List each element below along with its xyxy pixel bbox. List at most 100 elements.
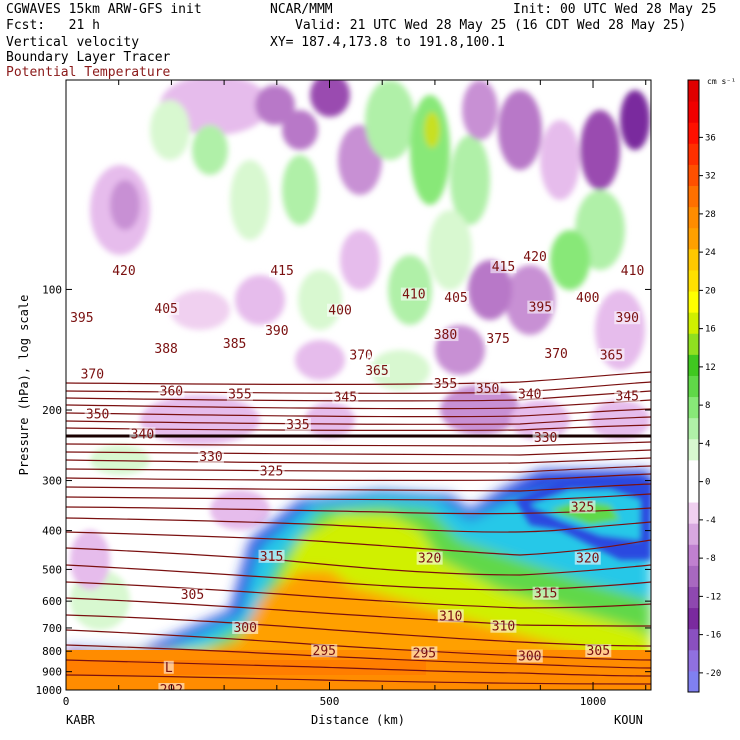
contour-label-bg — [163, 660, 174, 674]
left-station-label: KABR — [66, 713, 96, 727]
contour-label: 420 — [112, 264, 135, 279]
contour-label: 340 — [131, 427, 154, 442]
contour-label: 360 — [160, 385, 183, 400]
contour-label-bg — [522, 250, 549, 264]
contour-label: 420 — [523, 250, 546, 265]
contour-label: 410 — [402, 288, 425, 303]
org-label: NCAR/MMM — [270, 2, 333, 17]
colorbar-label: 28 — [705, 210, 716, 220]
contour-label: L — [165, 661, 173, 676]
colorbar-label: 36 — [705, 133, 716, 143]
contour-label: 295 — [413, 646, 436, 661]
contour-label-bg — [179, 588, 206, 602]
contour-label-bg — [332, 390, 359, 404]
colorbar-swatch — [688, 248, 699, 271]
contour-label: 400 — [576, 291, 599, 306]
contour-label: 305 — [181, 588, 204, 603]
contour-label-bg — [363, 364, 390, 378]
y-tick-label: 500 — [42, 563, 62, 576]
contour-label: 325 — [571, 500, 594, 515]
upper-right-plume — [515, 478, 651, 560]
colorbar-swatch — [688, 502, 699, 524]
field-vertical-velocity: Vertical velocity — [6, 35, 140, 50]
right-station-label: KOUN — [614, 713, 643, 727]
contour-label: 400 — [328, 304, 351, 319]
colorbar-label: -20 — [705, 669, 721, 679]
colorbar-swatch — [688, 649, 699, 672]
contour-label-bg — [437, 609, 464, 623]
colorbar-swatch — [688, 354, 699, 376]
contour-label: 350 — [476, 382, 499, 397]
contour-label-bg — [543, 347, 570, 361]
contour-label-bg — [443, 290, 469, 304]
colorbar-swatch — [688, 101, 699, 123]
colorbar-label: 4 — [705, 439, 710, 449]
contour-label: 405 — [444, 291, 467, 306]
colorbar-swatch — [688, 628, 699, 651]
colorbar-swatch — [688, 375, 699, 398]
contour-label-bg — [258, 464, 285, 478]
contour-label: 370 — [349, 348, 372, 363]
colorbar-unit: cm s⁻¹ — [707, 77, 736, 86]
contour-label-bg — [400, 287, 427, 301]
contour-label: 355 — [228, 388, 251, 403]
y-tick-label: 700 — [42, 622, 62, 635]
contour-label: 345 — [334, 390, 357, 405]
plot-frame — [65, 79, 652, 691]
contour-label-bg — [598, 348, 625, 362]
contour-label-bg — [485, 332, 512, 346]
field-potential-temperature: Potential Temperature — [6, 65, 171, 80]
x-tick-label: 0 — [63, 695, 70, 708]
contour-label: 340 — [518, 388, 541, 403]
contour-label: 350 — [86, 407, 109, 422]
y-axis: 100 200 300 400 500 600 700 800 900 1000 — [36, 283, 651, 697]
colorbar-swatch — [688, 670, 699, 693]
contour-label: 415 — [270, 264, 293, 279]
tropopause-label: 150 — [356, 354, 372, 364]
contour-label-bg — [232, 620, 259, 634]
y-tick-label: 400 — [42, 525, 62, 538]
y-tick-label: 300 — [42, 475, 62, 488]
contour-label: 355 — [434, 377, 457, 392]
colorbar-swatch — [688, 333, 699, 355]
contour-label: 385 — [223, 337, 246, 352]
xy-endpoints: XY= 187.4,173.8 to 191.8,100.1 — [270, 35, 505, 50]
init-time: Init: 00 UTC Wed 28 May 25 — [513, 2, 717, 17]
colorbar-swatch — [688, 164, 699, 187]
colorbar-swatch — [688, 185, 699, 208]
contour-label: 320 — [418, 552, 441, 567]
contour-label: 410 — [621, 264, 644, 279]
y-tick-label: 800 — [42, 645, 62, 658]
contour-label-bg — [490, 619, 517, 633]
contour-label-bg — [197, 449, 224, 463]
colorbar-swatch — [688, 206, 699, 229]
contour-label: 310 — [492, 620, 515, 635]
contour-label-bg — [221, 337, 248, 351]
velocity-wave-field — [70, 80, 650, 630]
contour-label-bg — [68, 311, 95, 325]
contour-label-bg — [284, 418, 311, 432]
contour-label: 365 — [365, 364, 388, 379]
forecast-hour: Fcst: 21 h — [6, 18, 100, 33]
contour-label-bg — [153, 342, 180, 356]
colorbar-swatch — [688, 143, 699, 165]
contour-label-bg — [574, 290, 601, 304]
colorbar-label: -8 — [705, 554, 716, 564]
contour-label: 320 — [576, 552, 599, 567]
colorbar-swatch — [688, 80, 699, 102]
contour-label-bg — [516, 649, 543, 663]
colorbar-label: -12 — [705, 592, 721, 602]
colorbar-label: -16 — [705, 631, 721, 641]
contour-label: 365 — [600, 348, 623, 363]
colorbar-label: 12 — [705, 363, 716, 373]
colorbar-swatch — [688, 459, 699, 482]
colorbar-swatch — [688, 122, 699, 144]
colorbar-swatch — [688, 523, 699, 545]
contour-label: 388 — [154, 342, 177, 357]
contour-label-bg — [158, 384, 185, 398]
contour-label-bg — [432, 328, 459, 342]
contour-label: 380 — [434, 328, 457, 343]
contour-label: 345 — [616, 389, 639, 404]
x-tick-label: 500 — [320, 695, 340, 708]
contour-label: 295 — [313, 644, 336, 659]
